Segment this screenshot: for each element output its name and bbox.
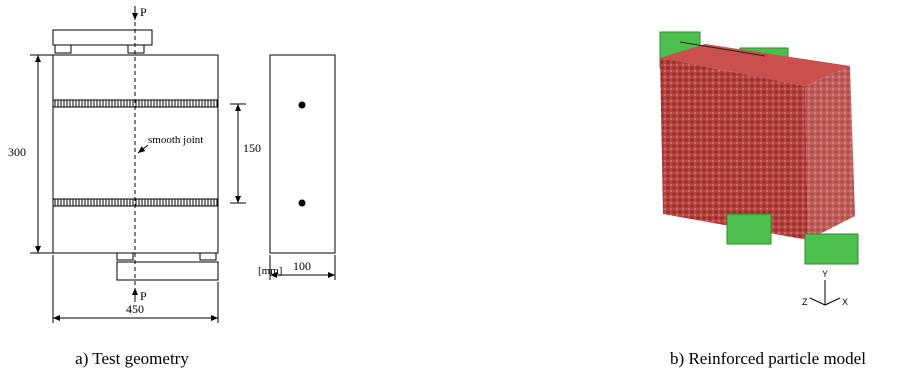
reinforcement [299,102,306,109]
support [128,45,144,53]
beam-side [270,55,335,253]
caption: a) Test geometry [75,349,189,368]
block-front [660,58,808,240]
load-label: P [140,5,147,19]
axis-label: Z [802,297,808,307]
leader [138,145,148,153]
unit-label: [mm] [258,265,282,277]
load-label: P [140,289,147,303]
dimension-label: 300 [8,145,26,159]
platen [805,234,858,264]
support [55,45,71,53]
top-platen [53,30,152,45]
dimension-label: 100 [293,259,311,273]
reinforcement [299,200,306,207]
dimension-label: 150 [243,141,261,155]
axis-z [810,298,825,305]
block-side [805,66,855,240]
particle-model: Y X Z b) Reinforced particle model [660,32,866,368]
axis-label: X [842,297,848,307]
caption: b) Reinforced particle model [670,349,866,368]
beam-front [53,55,218,253]
axis-label: Y [822,269,828,279]
platen [727,214,771,244]
support [200,253,216,260]
bottom-platen [117,262,218,280]
test-geometry: P P 300 150 smooth joint 100 [mm] 450 a)… [8,5,335,368]
dimension-label: 450 [126,302,144,316]
figure: P P 300 150 smooth joint 100 [mm] 450 a)… [0,0,901,387]
support [117,253,133,260]
axis-x [825,298,840,305]
joint-label: smooth joint [148,134,203,146]
